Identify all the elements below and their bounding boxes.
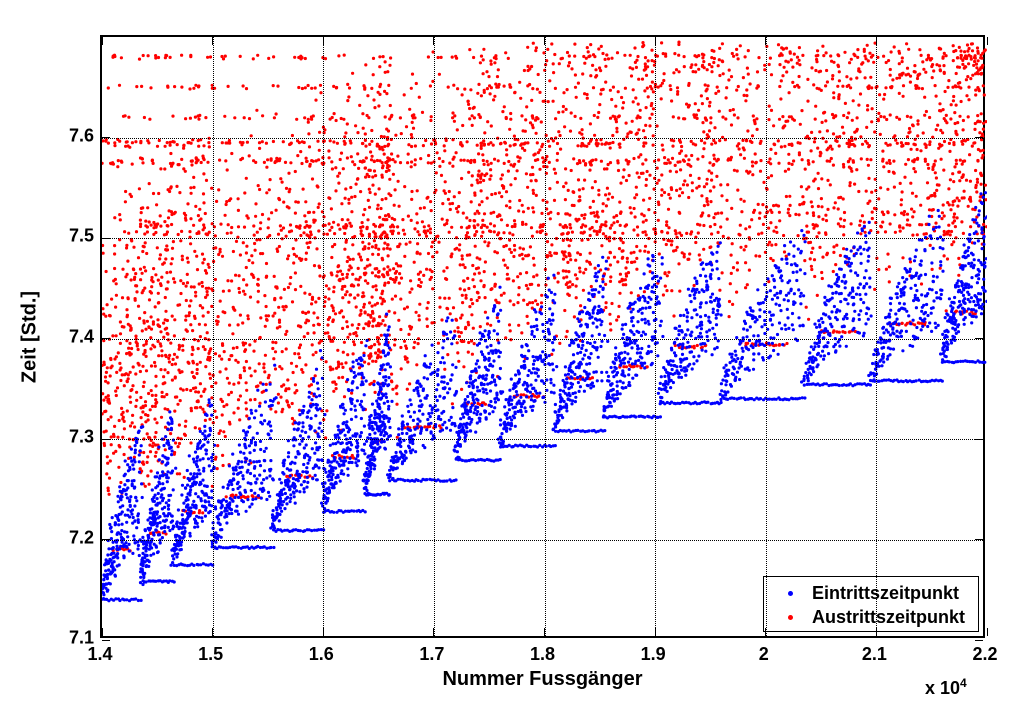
x-tick-label: 1.6 (309, 644, 334, 665)
gridline-h (102, 138, 983, 139)
y-tick-label: 7.3 (58, 427, 94, 448)
gridline-v (655, 37, 656, 636)
plot-area: Eintrittszeitpunkt Austrittszeitpunkt (100, 35, 985, 638)
y-tick-label: 7.5 (58, 226, 94, 247)
x-tick-mark (433, 628, 434, 636)
x-tick-mark (544, 37, 545, 45)
gridline-h (102, 439, 983, 440)
x-tick-label: 1.7 (419, 644, 444, 665)
x-axis-label: Nummer Fussgänger (442, 668, 642, 691)
y-axis-label: Zeit [Std.] (19, 290, 42, 382)
y-tick-mark (102, 238, 110, 239)
legend: Eintrittszeitpunkt Austrittszeitpunkt (763, 576, 979, 632)
y-tick-mark (975, 238, 983, 239)
x-tick-mark (876, 37, 877, 45)
x-tick-mark (323, 628, 324, 636)
y-tick-mark (102, 137, 110, 138)
y-tick-label: 7.2 (58, 527, 94, 548)
scatter-chart: Eintrittszeitpunkt Austrittszeitpunkt Zei… (0, 0, 1012, 710)
legend-row: Eintrittszeitpunkt (772, 581, 970, 605)
y-tick-mark (975, 539, 983, 540)
x-tick-mark (987, 628, 988, 636)
x-axis-multiplier: x 104 (925, 676, 967, 699)
y-tick-mark (102, 640, 110, 641)
x-tick-label: 2.2 (972, 644, 997, 665)
gridline-v (213, 37, 214, 636)
x-tick-label: 1.9 (641, 644, 666, 665)
y-tick-mark (102, 338, 110, 339)
legend-marker-icon (772, 591, 808, 596)
y-tick-mark (975, 137, 983, 138)
gridline-v (434, 37, 435, 636)
x-tick-mark (544, 628, 545, 636)
y-tick-mark (975, 640, 983, 641)
x-tick-mark (655, 628, 656, 636)
x-tick-mark (433, 37, 434, 45)
x-tick-mark (765, 37, 766, 45)
y-tick-mark (102, 439, 110, 440)
gridline-h (102, 339, 983, 340)
legend-label: Eintrittszeitpunkt (812, 583, 959, 604)
x-tick-mark (102, 628, 103, 636)
x-tick-mark (212, 628, 213, 636)
x-tick-mark (102, 37, 103, 45)
gridline-h (102, 238, 983, 239)
gridline-v (545, 37, 546, 636)
gridline-v (323, 37, 324, 636)
y-tick-label: 7.1 (58, 628, 94, 649)
gridline-v (876, 37, 877, 636)
x-tick-mark (876, 628, 877, 636)
x-tick-label: 2 (759, 644, 769, 665)
x-tick-label: 1.5 (198, 644, 223, 665)
x-tick-mark (212, 37, 213, 45)
y-tick-mark (975, 439, 983, 440)
x-tick-mark (987, 37, 988, 45)
x-tick-label: 2.1 (862, 644, 887, 665)
y-tick-mark (975, 338, 983, 339)
x-tick-label: 1.8 (530, 644, 555, 665)
legend-row: Austrittszeitpunkt (772, 605, 970, 629)
x-tick-mark (323, 37, 324, 45)
x-tick-mark (765, 628, 766, 636)
legend-marker-icon (772, 615, 808, 620)
y-tick-label: 7.4 (58, 326, 94, 347)
y-tick-label: 7.6 (58, 125, 94, 146)
gridline-v (766, 37, 767, 636)
legend-label: Austrittszeitpunkt (812, 607, 965, 628)
y-tick-mark (102, 539, 110, 540)
x-tick-mark (655, 37, 656, 45)
gridline-h (102, 540, 983, 541)
